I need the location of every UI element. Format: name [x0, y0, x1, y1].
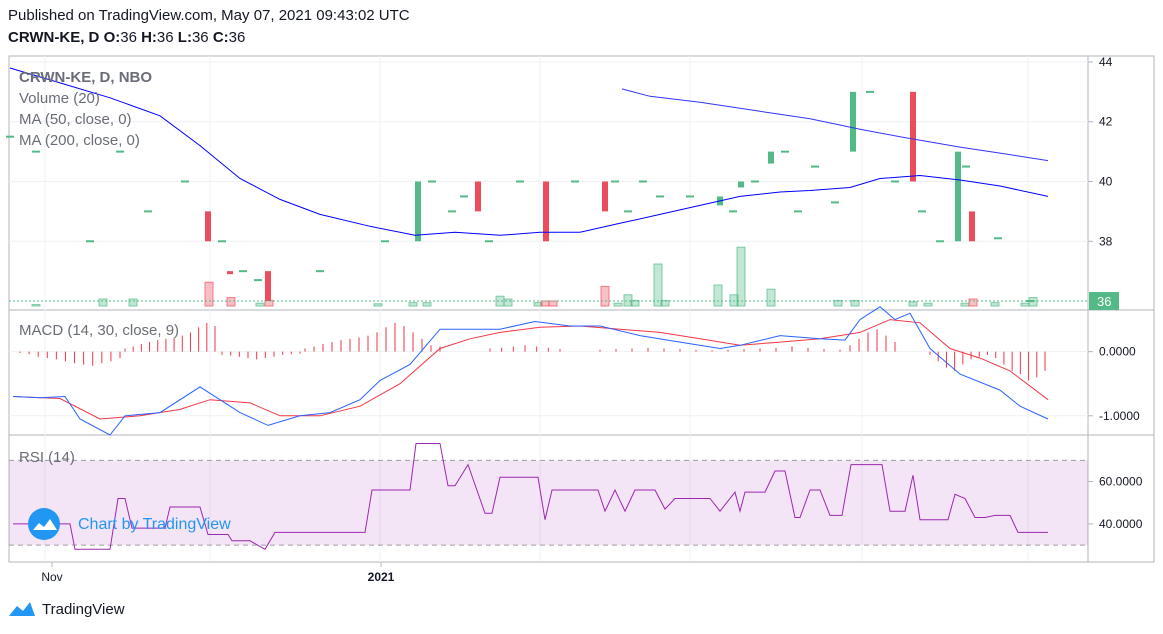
candle: [602, 181, 608, 212]
rsi-tick-label: 40.0000: [1099, 517, 1143, 531]
ma200-line: [621, 88, 1049, 162]
volume-bar: [1020, 302, 1030, 307]
rsi-pane[interactable]: [9, 443, 1088, 550]
candle: [227, 271, 233, 275]
volume-bar: [31, 304, 41, 307]
macd-line: [12, 306, 1049, 436]
ma50-line: [9, 67, 1049, 236]
time-tick-label: Nov: [41, 570, 62, 584]
high-value: 36: [156, 29, 174, 46]
high-label: H:: [141, 29, 157, 46]
volume-bar: [255, 302, 265, 307]
volume-bar: [373, 303, 383, 307]
volume-bar: [600, 285, 610, 307]
open-label: O:: [103, 29, 121, 46]
last-price-label: 36: [1097, 294, 1111, 309]
low-value: 36: [191, 29, 209, 46]
macd-pane[interactable]: [12, 306, 1049, 436]
volume-bar: [923, 302, 933, 307]
volume-bar: [908, 301, 918, 307]
volume-bar: [833, 299, 843, 307]
price-tick-label: 42: [1099, 115, 1113, 129]
candle: [768, 151, 774, 164]
volume-bar: [960, 302, 970, 307]
candle: [738, 181, 744, 188]
volume-bar: [729, 294, 739, 307]
volume-bar: [548, 300, 558, 307]
published-line: Published on TradingView.com, May 07, 20…: [8, 7, 410, 24]
price-pane[interactable]: [6, 67, 1088, 307]
ohlc-line: CRWN-KE, D O:36 H:36 L:36 C:36: [8, 29, 245, 46]
candle: [475, 181, 481, 212]
tradingview-logo-icon: [9, 602, 35, 616]
close-label: C:: [212, 29, 229, 46]
price-tick-label: 40: [1099, 175, 1113, 189]
watermark-text: Chart by TradingView: [78, 516, 231, 533]
rsi-tick-label: 60.0000: [1099, 475, 1143, 489]
volume-bar: [990, 302, 1000, 307]
volume-bar: [128, 298, 138, 307]
footer-brand-text: TradingView: [42, 600, 125, 618]
volume-bar: [653, 263, 663, 307]
macd-signal-line: [12, 319, 1049, 420]
last-price-badge: [1089, 292, 1119, 311]
volume-bar: [533, 302, 543, 307]
volume-bar: [736, 246, 746, 307]
macd-legend: MACD (14, 30, close, 9): [19, 322, 179, 339]
footer-brand[interactable]: TradingView: [8, 600, 125, 618]
candle: [265, 271, 271, 302]
macd-tick-label: -1.0000: [1099, 409, 1140, 423]
volume-bar: [613, 302, 623, 307]
volume-bar: [422, 302, 432, 307]
open-value: 36: [120, 29, 137, 46]
volume-bar: [98, 298, 108, 307]
volume-bar: [408, 302, 418, 307]
time-tick-label: 2021: [368, 570, 395, 584]
volume-bar: [540, 300, 550, 307]
low-label: L:: [177, 29, 192, 46]
volume-bar: [226, 297, 236, 307]
price-tick-label: 44: [1099, 55, 1113, 69]
candle: [543, 181, 549, 242]
candle: [415, 181, 421, 242]
ma50-legend: MA (50, close, 0): [19, 111, 132, 128]
volume-bar: [713, 284, 723, 307]
rsi-legend: RSI (14): [19, 449, 75, 466]
candle: [910, 91, 916, 182]
volume-bar: [204, 281, 214, 307]
volume-legend: Volume (20): [19, 90, 100, 107]
tradingview-watermark[interactable]: Chart by TradingView: [28, 508, 231, 540]
candle: [969, 211, 975, 242]
volume-bar: [766, 288, 776, 307]
axes: 44 42 40 38 36 0.0000 -1.0000 60.0000 40.0000 Nov…: [41, 55, 1142, 584]
candle: [955, 151, 961, 242]
rsi-line: [13, 443, 1048, 550]
macd-tick-label: 0.0000: [1099, 345, 1136, 359]
volume-bar: [660, 299, 670, 307]
volume-bar: [503, 298, 513, 307]
price-tick-label: 38: [1099, 234, 1113, 248]
candle: [205, 211, 211, 242]
volume-bar: [968, 298, 978, 307]
cloud-logo-icon: [28, 508, 60, 540]
close-value: 36: [228, 29, 246, 46]
volume-bar: [630, 299, 640, 307]
price-legend-symbol: CRWN-KE, D, NBO: [19, 69, 152, 86]
volume-bar: [850, 299, 860, 307]
candle: [850, 91, 856, 152]
ma200-legend: MA (200, close, 0): [19, 132, 140, 149]
symbol-interval: CRWN-KE, D: [8, 29, 100, 46]
